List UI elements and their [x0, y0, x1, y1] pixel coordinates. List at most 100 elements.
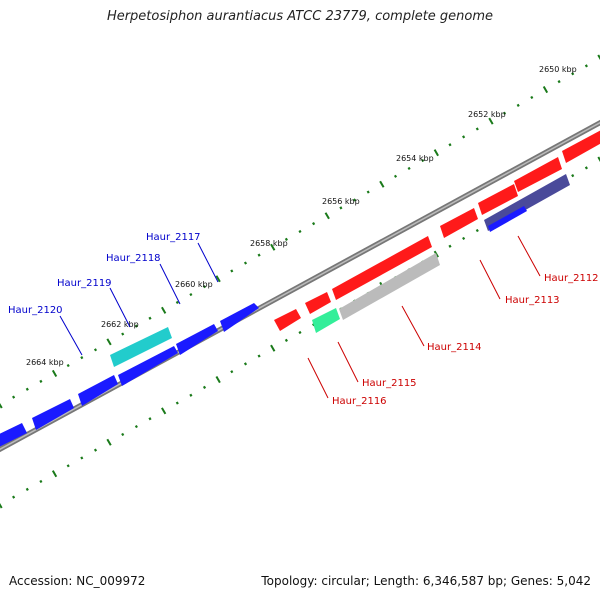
ruler-major-tick	[215, 376, 221, 384]
outer-ruler	[0, 54, 600, 409]
ruler-minor-tick	[393, 174, 398, 178]
ruler-label-2656: 2656 kbp	[322, 197, 360, 206]
leader-haur-2113	[479, 259, 501, 300]
ruler-minor-tick	[12, 395, 16, 399]
ruler-minor-tick	[516, 103, 520, 107]
label-haur-2112[interactable]: Haur_2112	[544, 273, 599, 284]
ruler-label-2658: 2658 kbp	[250, 239, 288, 248]
ruler-minor-tick	[312, 222, 316, 226]
gene-haur-2115[interactable]	[312, 308, 340, 333]
ruler-major-tick	[51, 369, 58, 377]
leader-haur-2115	[337, 341, 359, 383]
ruler-minor-tick	[189, 293, 193, 297]
gene-haur-2118[interactable]	[110, 327, 172, 367]
ruler-minor-tick	[148, 417, 152, 421]
gene-reverse-3[interactable]	[332, 236, 432, 300]
ruler-minor-tick	[25, 487, 29, 491]
leader-haur-2112	[517, 235, 541, 277]
ruler-label-2650: 2650 kbp	[539, 65, 577, 74]
ruler-major-tick	[0, 502, 3, 509]
label-haur-2114[interactable]: Haur_2114	[427, 342, 482, 353]
ruler-minor-tick	[66, 464, 70, 468]
gene-reverse-1[interactable]	[274, 309, 301, 331]
ruler-major-tick	[433, 149, 439, 157]
label-haur-2116[interactable]: Haur_2116	[332, 396, 387, 407]
gene-forward-5[interactable]	[32, 399, 74, 430]
ruler-minor-tick	[202, 385, 207, 389]
label-leaders	[59, 235, 541, 399]
leader-haur-2116	[307, 357, 329, 399]
ruler-minor-tick	[175, 300, 179, 305]
ruler-labels: 2650 kbp 2652 kbp 2654 kbp 2656 kbp 2658…	[26, 65, 577, 367]
ruler-minor-tick	[148, 316, 152, 320]
gene-forward-6[interactable]	[0, 423, 27, 449]
ruler-major-tick	[161, 306, 167, 314]
gene-haur-2114[interactable]	[339, 253, 440, 320]
leader-haur-2117	[197, 242, 219, 283]
ruler-minor-tick	[189, 393, 193, 397]
gene-forward-4[interactable]	[78, 375, 118, 406]
ruler-major-tick	[215, 275, 221, 283]
gene-forward-3[interactable]	[118, 346, 178, 386]
ruler-minor-tick	[571, 174, 575, 178]
gene-forward-1[interactable]	[220, 303, 259, 332]
ruler-minor-tick	[502, 111, 507, 115]
label-haur-2119[interactable]: Haur_2119	[57, 278, 112, 289]
ruler-label-2660: 2660 kbp	[175, 280, 213, 289]
ruler-major-tick	[597, 54, 600, 60]
label-haur-2113[interactable]: Haur_2113	[505, 295, 560, 306]
ruler-minor-tick	[475, 228, 479, 233]
ruler-minor-tick	[134, 425, 138, 429]
reverse-genes	[274, 128, 600, 333]
ruler-minor-tick	[407, 166, 411, 170]
map-title: Herpetosiphon aurantiacus ATCC 23779, co…	[106, 9, 494, 24]
ruler-minor-tick	[339, 206, 343, 210]
ruler-minor-tick	[584, 64, 588, 68]
label-haur-2118[interactable]: Haur_2118	[106, 253, 161, 264]
ruler-minor-tick	[80, 356, 84, 360]
ruler-major-tick	[597, 156, 600, 163]
ruler-major-tick	[324, 212, 330, 220]
gene-reverse-5[interactable]	[478, 184, 518, 215]
accession-label: Accession: NC_009972	[9, 574, 146, 588]
ruler-label-2662: 2662 kbp	[101, 320, 139, 329]
ruler-minor-tick	[39, 379, 43, 383]
gene-haur-2112-blue[interactable]	[488, 206, 527, 232]
ruler-minor-tick	[202, 285, 207, 289]
leader-haur-2120	[59, 315, 83, 356]
gene-reverse-2[interactable]	[305, 292, 331, 314]
ruler-minor-tick	[80, 456, 84, 460]
ruler-minor-tick	[298, 229, 302, 234]
ruler-minor-tick	[257, 253, 261, 257]
ruler-label-2664: 2664 kbp	[26, 358, 64, 367]
ruler-minor-tick	[584, 166, 588, 170]
leader-haur-2119	[109, 287, 131, 328]
gene-reverse-4[interactable]	[440, 208, 478, 238]
ruler-minor-tick	[134, 324, 138, 328]
ruler-major-tick	[106, 438, 112, 446]
ruler-minor-tick	[243, 362, 248, 366]
ruler-minor-tick	[257, 354, 261, 358]
label-haur-2120[interactable]: Haur_2120	[8, 305, 63, 316]
ruler-major-tick	[51, 470, 58, 478]
ruler-label-2654: 2654 kbp	[396, 154, 434, 163]
ruler-minor-tick	[243, 261, 248, 265]
ruler-major-tick	[0, 403, 3, 409]
label-haur-2115[interactable]: Haur_2115	[362, 378, 417, 389]
gene-reverse-6[interactable]	[514, 157, 562, 192]
ruler-minor-tick	[175, 401, 179, 405]
ruler-minor-tick	[121, 332, 125, 336]
leader-haur-2114	[401, 305, 425, 347]
ruler-major-tick	[106, 338, 112, 346]
ruler-major-tick	[542, 86, 549, 94]
label-haur-2117[interactable]: Haur_2117	[146, 232, 201, 243]
ruler-minor-tick	[530, 95, 534, 100]
ruler-minor-tick	[39, 479, 43, 484]
ruler-minor-tick	[557, 80, 561, 84]
gene-forward-2[interactable]	[176, 324, 218, 355]
ruler-minor-tick	[462, 236, 466, 240]
ruler-minor-tick	[121, 432, 125, 437]
genome-stats-label: Topology: circular; Length: 6,346,587 bp…	[261, 574, 591, 588]
gene-reverse-7[interactable]	[562, 128, 600, 163]
